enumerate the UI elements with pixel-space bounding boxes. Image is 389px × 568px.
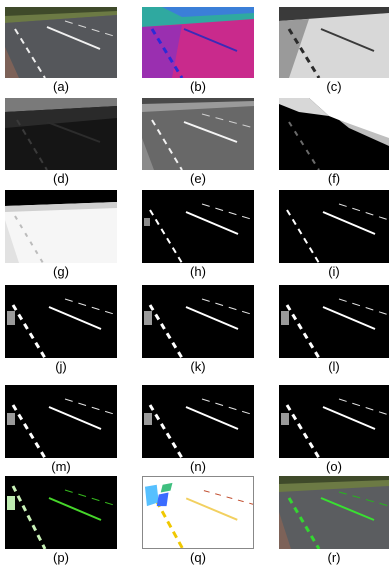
panel-m-binary-lanes — [5, 385, 117, 458]
panel-r-label: (r) — [327, 550, 341, 565]
panel-h-binary-lanes — [142, 190, 254, 263]
panel-k-binary-lanes — [142, 285, 254, 358]
panel-p-green-lane-detection — [5, 476, 117, 549]
panel-q-label: (q) — [190, 550, 206, 565]
panel-c-channel-image — [279, 7, 389, 78]
panel-b-label: (b) — [190, 79, 206, 94]
panel-o-label: (o) — [326, 459, 342, 474]
panel-r-final-overlay-road-image — [279, 476, 389, 549]
panel-e-label: (e) — [190, 171, 206, 186]
panel-g-binary-image — [5, 190, 117, 263]
panel-h-label: (h) — [190, 264, 206, 279]
panel-j-binary-lanes — [5, 285, 117, 358]
panel-i-label: (i) — [328, 264, 340, 279]
panel-e-grayscale-image — [142, 98, 254, 170]
panel-d-dark-channel-image — [5, 98, 117, 170]
panel-j-label: (j) — [55, 359, 67, 374]
panel-g-label: (g) — [53, 264, 69, 279]
panel-k-label: (k) — [190, 359, 206, 374]
panel-d-label: (d) — [53, 171, 69, 186]
panel-b-color-space-image — [142, 7, 254, 78]
panel-n-label: (n) — [190, 459, 206, 474]
panel-p-label: (p) — [53, 550, 69, 565]
panel-m-label: (m) — [51, 459, 71, 474]
panel-o-binary-lanes — [279, 385, 389, 458]
panel-l-label: (l) — [328, 359, 340, 374]
panel-a-original-road-image — [5, 7, 117, 78]
panel-a-label: (a) — [53, 79, 69, 94]
panel-l-binary-lanes — [279, 285, 389, 358]
panel-f-label: (f) — [327, 171, 341, 186]
panel-n-binary-lanes — [142, 385, 254, 458]
panel-f-binary-image — [279, 98, 389, 170]
panel-c-label: (c) — [326, 79, 342, 94]
panel-i-binary-lanes — [279, 190, 389, 263]
panel-q-colored-lanes-on-white — [142, 476, 254, 549]
